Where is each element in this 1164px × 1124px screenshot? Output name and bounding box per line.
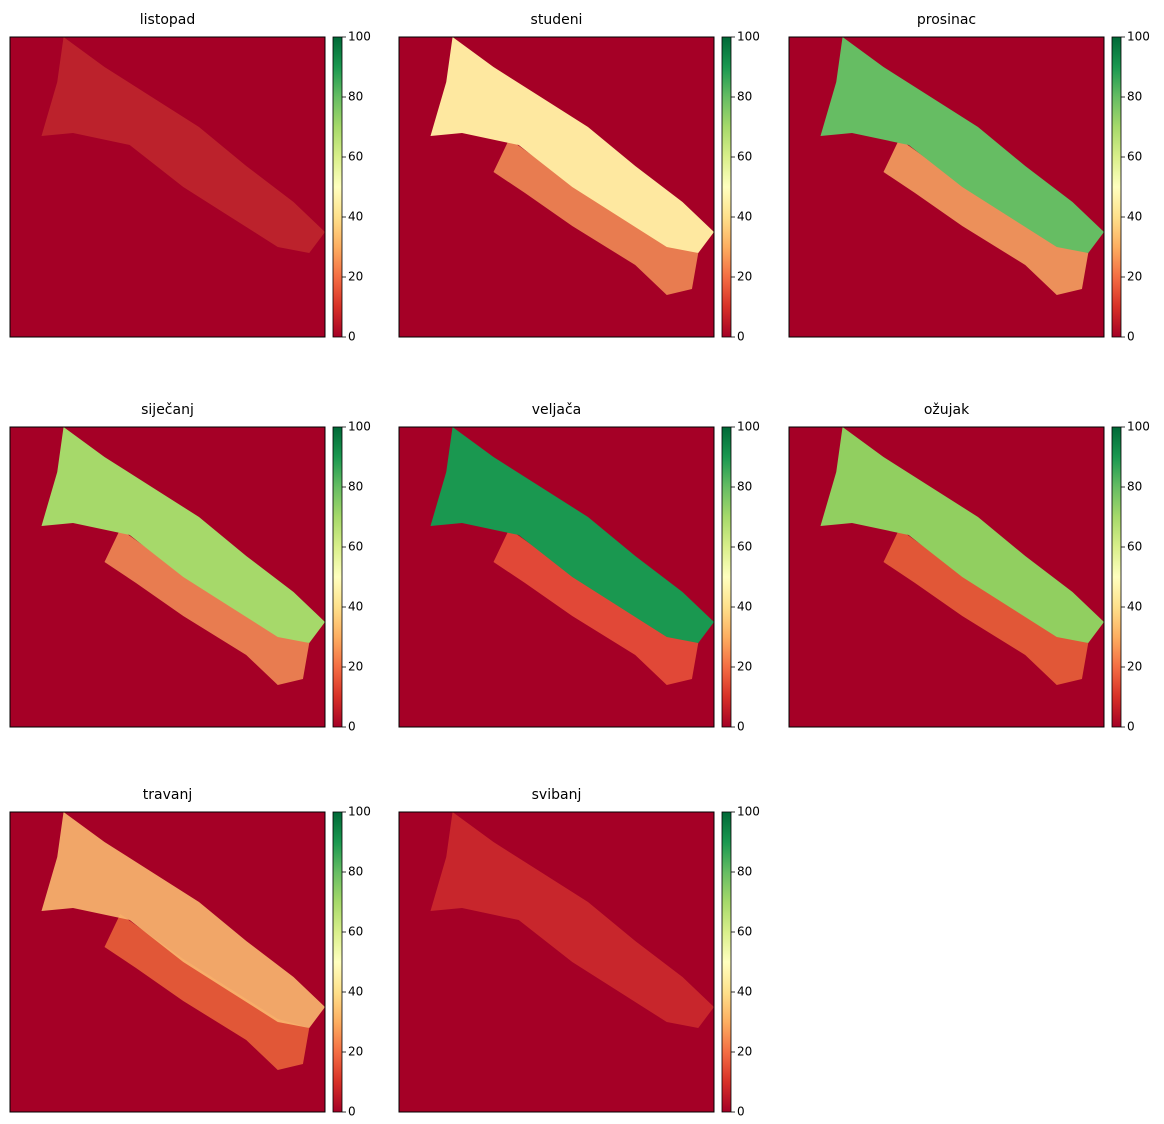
map-region bbox=[41, 812, 325, 1028]
map-region bbox=[430, 37, 714, 253]
colorbar-tick-label: 0 bbox=[348, 720, 356, 734]
colorbar-tick-label: 0 bbox=[348, 330, 356, 344]
map-frame bbox=[9, 426, 326, 728]
colorbar-tick-label: 100 bbox=[348, 420, 371, 434]
colorbar bbox=[721, 426, 732, 728]
colorbar-tick-label: 20 bbox=[1127, 660, 1142, 674]
colorbar-tick-label: 20 bbox=[737, 1045, 752, 1059]
map-frame bbox=[398, 36, 715, 338]
colorbar-tick-label: 60 bbox=[348, 540, 363, 554]
colorbar bbox=[1111, 36, 1122, 338]
colorbar-tick-label: 100 bbox=[737, 420, 760, 434]
colorbar bbox=[721, 811, 732, 1113]
map-region bbox=[41, 427, 325, 643]
colorbar-tick-label: 20 bbox=[1127, 270, 1142, 284]
colorbar-tick-label: 80 bbox=[348, 90, 363, 104]
map-region bbox=[41, 37, 325, 253]
colorbar-tick-label: 40 bbox=[348, 985, 363, 999]
panel-title: prosinac bbox=[917, 12, 976, 28]
colorbar-tick-label: 100 bbox=[737, 30, 760, 44]
colorbar-tick-label: 100 bbox=[1127, 30, 1150, 44]
map-frame bbox=[788, 426, 1105, 728]
colorbar-tick-label: 80 bbox=[1127, 90, 1142, 104]
colorbar-tick-label: 20 bbox=[737, 270, 752, 284]
colorbar-tick-label: 0 bbox=[737, 720, 745, 734]
colorbar-tick-label: 40 bbox=[1127, 210, 1142, 224]
colorbar-tick-label: 0 bbox=[1127, 330, 1135, 344]
map-frame bbox=[398, 811, 715, 1113]
map-frame bbox=[9, 811, 326, 1113]
colorbar-tick-label: 40 bbox=[737, 985, 752, 999]
colorbar-tick-label: 60 bbox=[737, 150, 752, 164]
colorbar-tick-label: 80 bbox=[737, 865, 752, 879]
colorbar-tick-label: 40 bbox=[737, 210, 752, 224]
colorbar-tick-label: 40 bbox=[1127, 600, 1142, 614]
colorbar-tick-label: 0 bbox=[348, 1105, 356, 1119]
panel-title: svibanj bbox=[532, 787, 582, 803]
colorbar-tick-label: 40 bbox=[348, 600, 363, 614]
colorbar-tick-label: 100 bbox=[348, 30, 371, 44]
map-region bbox=[820, 427, 1104, 643]
map-background bbox=[10, 37, 325, 337]
panel-title: travanj bbox=[143, 787, 192, 803]
colorbar-tick-label: 80 bbox=[348, 480, 363, 494]
panel-title: studeni bbox=[531, 12, 583, 28]
colorbar-tick-label: 40 bbox=[737, 600, 752, 614]
colorbar-tick-label: 20 bbox=[348, 1045, 363, 1059]
colorbar-tick-label: 0 bbox=[1127, 720, 1135, 734]
colorbar-tick-label: 20 bbox=[737, 660, 752, 674]
map-region bbox=[493, 139, 699, 295]
map-region bbox=[430, 812, 714, 1028]
colorbar-tick-label: 60 bbox=[1127, 540, 1142, 554]
map-region bbox=[820, 37, 1104, 253]
colorbar bbox=[332, 36, 343, 338]
map-region bbox=[104, 529, 310, 685]
colorbar bbox=[332, 811, 343, 1113]
colorbar-tick-label: 0 bbox=[737, 1105, 745, 1119]
panel-title: ožujak bbox=[924, 402, 970, 418]
colorbar-tick-label: 60 bbox=[348, 150, 363, 164]
colorbar-tick-label: 20 bbox=[348, 660, 363, 674]
map-region bbox=[493, 529, 699, 685]
panel-title: listopad bbox=[140, 12, 195, 28]
colorbar-tick-label: 80 bbox=[348, 865, 363, 879]
colorbar-tick-label: 60 bbox=[1127, 150, 1142, 164]
colorbar-tick-label: 80 bbox=[737, 90, 752, 104]
colorbar-tick-label: 20 bbox=[348, 270, 363, 284]
map-region bbox=[104, 914, 310, 1070]
colorbar-tick-label: 40 bbox=[348, 210, 363, 224]
map-region bbox=[883, 529, 1089, 685]
map-frame bbox=[9, 36, 326, 338]
colorbar bbox=[332, 426, 343, 728]
colorbar-tick-label: 100 bbox=[348, 805, 371, 819]
map-region bbox=[883, 139, 1089, 295]
map-frame bbox=[788, 36, 1105, 338]
panel-title: siječanj bbox=[141, 402, 194, 418]
colorbar-tick-label: 60 bbox=[348, 925, 363, 939]
colorbar-tick-label: 60 bbox=[737, 925, 752, 939]
colorbar-tick-label: 80 bbox=[737, 480, 752, 494]
panel-title: veljača bbox=[532, 402, 582, 418]
colorbar-tick-label: 80 bbox=[1127, 480, 1142, 494]
colorbar-tick-label: 0 bbox=[737, 330, 745, 344]
colorbar-tick-label: 100 bbox=[1127, 420, 1150, 434]
colorbar-tick-label: 100 bbox=[737, 805, 760, 819]
map-frame bbox=[398, 426, 715, 728]
colorbar-tick-label: 60 bbox=[737, 540, 752, 554]
map-region bbox=[430, 427, 714, 643]
colorbar bbox=[721, 36, 732, 338]
colorbar bbox=[1111, 426, 1122, 728]
